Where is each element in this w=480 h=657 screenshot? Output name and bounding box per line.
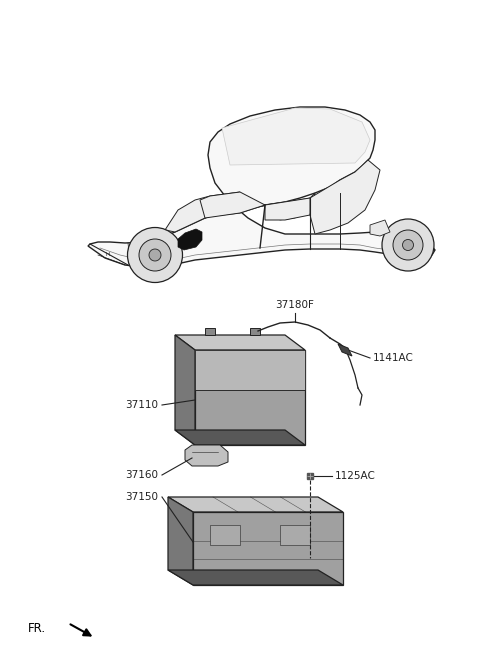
Text: H: H [106, 252, 110, 256]
Text: 37160: 37160 [125, 470, 158, 480]
Polygon shape [168, 497, 343, 512]
Polygon shape [370, 220, 390, 236]
Polygon shape [250, 328, 260, 335]
Polygon shape [88, 107, 435, 268]
Polygon shape [178, 229, 202, 250]
Ellipse shape [403, 240, 413, 250]
Polygon shape [185, 445, 228, 466]
Ellipse shape [393, 230, 423, 260]
Polygon shape [168, 497, 193, 585]
Polygon shape [338, 344, 352, 356]
Ellipse shape [139, 239, 171, 271]
Ellipse shape [128, 227, 182, 283]
Polygon shape [210, 525, 240, 545]
Polygon shape [280, 525, 310, 545]
Polygon shape [195, 350, 305, 390]
Text: 37180F: 37180F [276, 300, 314, 310]
Polygon shape [195, 350, 305, 445]
Polygon shape [193, 512, 343, 585]
Polygon shape [222, 108, 370, 165]
Text: 37150: 37150 [125, 492, 158, 502]
Polygon shape [175, 335, 305, 350]
Ellipse shape [149, 249, 161, 261]
Polygon shape [175, 335, 195, 445]
Text: 37110: 37110 [125, 400, 158, 410]
Polygon shape [205, 328, 215, 335]
Polygon shape [310, 160, 380, 234]
Polygon shape [175, 430, 305, 445]
Text: 1125AC: 1125AC [335, 471, 376, 481]
Polygon shape [168, 570, 343, 585]
Polygon shape [165, 192, 240, 232]
Polygon shape [195, 205, 265, 218]
Text: 1141AC: 1141AC [373, 353, 414, 363]
Ellipse shape [382, 219, 434, 271]
Polygon shape [265, 193, 315, 220]
Polygon shape [200, 192, 265, 218]
Text: FR.: FR. [28, 622, 46, 635]
